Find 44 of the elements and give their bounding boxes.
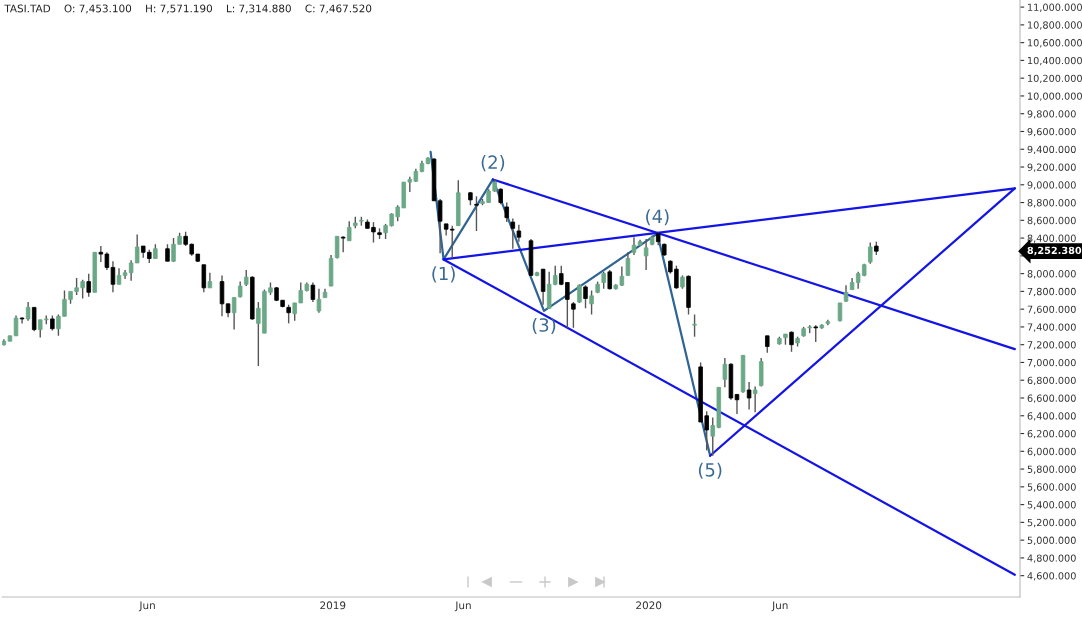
x-tick-label: Jun (771, 601, 788, 612)
y-tick-label: 4,800.000 (1027, 554, 1076, 563)
y-tick-label: 8,800.000 (1027, 199, 1076, 208)
x-tick-label: Jun (454, 601, 471, 612)
y-tick-label: 6,000.000 (1027, 447, 1076, 457)
y-tick-label: 5,000.000 (1027, 536, 1076, 545)
y-tick-label: 9,400.000 (1027, 145, 1076, 155)
y-tick-label: 5,400.000 (1027, 501, 1076, 510)
y-tick-label: 9,600.000 (1027, 127, 1076, 137)
y-tick-label: 11,000.000 (1028, 3, 1082, 12)
y-tick-label: 9,200.000 (1027, 163, 1076, 172)
y-tick-label: 7,200.000 (1027, 341, 1076, 350)
y-tick-label: 6,200.000 (1027, 430, 1076, 439)
y-tick-label: 6,400.000 (1027, 412, 1076, 421)
annotation: (3) (532, 317, 556, 334)
x-tick-label: 2020 (636, 601, 662, 610)
y-tick-label: 5,800.000 (1027, 465, 1076, 474)
y-tick-label: 8,000.000 (1027, 270, 1076, 279)
y-tick-label: 10,800.000 (1028, 21, 1082, 30)
y-tick-label: 5,200.000 (1027, 518, 1076, 528)
annotation: (1) (432, 266, 455, 283)
y-tick-label: 8,600.000 (1027, 216, 1076, 226)
y-tick-label: 9,800.000 (1027, 110, 1076, 119)
chart-title: TASI.TAD O: 7,453.100 H: 7,571.190 L: 7,314.880 C: 7,467.520 (4, 4, 372, 14)
y-tick-label: 10,600.000 (1028, 39, 1082, 48)
x-tick-label: 2019 (320, 601, 346, 610)
y-tick-label: 7,800.000 (1027, 287, 1076, 297)
x-tick-label: Jun (138, 601, 155, 612)
annotation: (4) (646, 209, 669, 226)
text: 8,252.380 (1027, 246, 1082, 256)
y-tick-label: 6,800.000 (1027, 376, 1076, 386)
y-tick-label: 6,600.000 (1027, 394, 1076, 403)
annotation: (2) (481, 155, 505, 172)
y-tick-label: 5,600.000 (1027, 483, 1076, 492)
annotation: (5) (698, 462, 722, 479)
y-tick-label: 10,000.000 (1028, 92, 1082, 101)
y-tick-label: 10,400.000 (1028, 56, 1082, 66)
y-tick-label: 7,400.000 (1027, 323, 1076, 332)
y-tick-label: 9,000.000 (1027, 181, 1076, 190)
y-tick-label: 8,400.000 (1027, 234, 1076, 243)
y-tick-label: 4,600.000 (1027, 572, 1076, 581)
y-tick-label: 7,000.000 (1027, 358, 1076, 368)
y-tick-label: 7,600.000 (1027, 305, 1076, 314)
y-tick-label: 10,200.000 (1028, 74, 1082, 83)
